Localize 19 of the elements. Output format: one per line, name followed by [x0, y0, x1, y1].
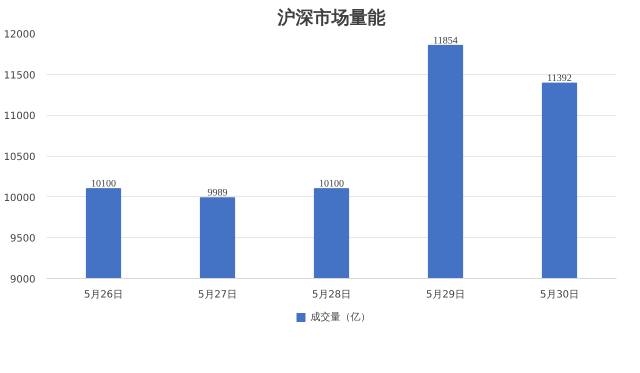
- y-tick-label: 11500: [4, 70, 36, 82]
- y-tick-label: 12000: [4, 30, 36, 40]
- data-label: 10100: [319, 178, 344, 190]
- legend-label: 成交量（亿）: [310, 310, 370, 324]
- y-tick-label: 11000: [4, 111, 36, 122]
- y-tick-label: 9500: [10, 234, 36, 245]
- y-tick-label: 10500: [4, 152, 36, 163]
- x-tick-label: 5月30日: [540, 290, 580, 300]
- x-tick-label: 5月28日: [312, 290, 352, 300]
- data-label: 10100: [91, 178, 116, 190]
- y-tick-label: 9000: [10, 274, 36, 286]
- x-tick-label: 5月26日: [84, 290, 124, 300]
- data-label: 9989: [208, 188, 228, 199]
- data-label: 11392: [547, 73, 572, 84]
- y-tick-label: 10000: [4, 192, 36, 204]
- chart-title: 沪深市场量能: [276, 8, 386, 28]
- x-tick-label: 5月27日: [198, 290, 238, 300]
- data-label: 11854: [433, 35, 458, 46]
- x-tick-label: 5月29日: [426, 290, 466, 300]
